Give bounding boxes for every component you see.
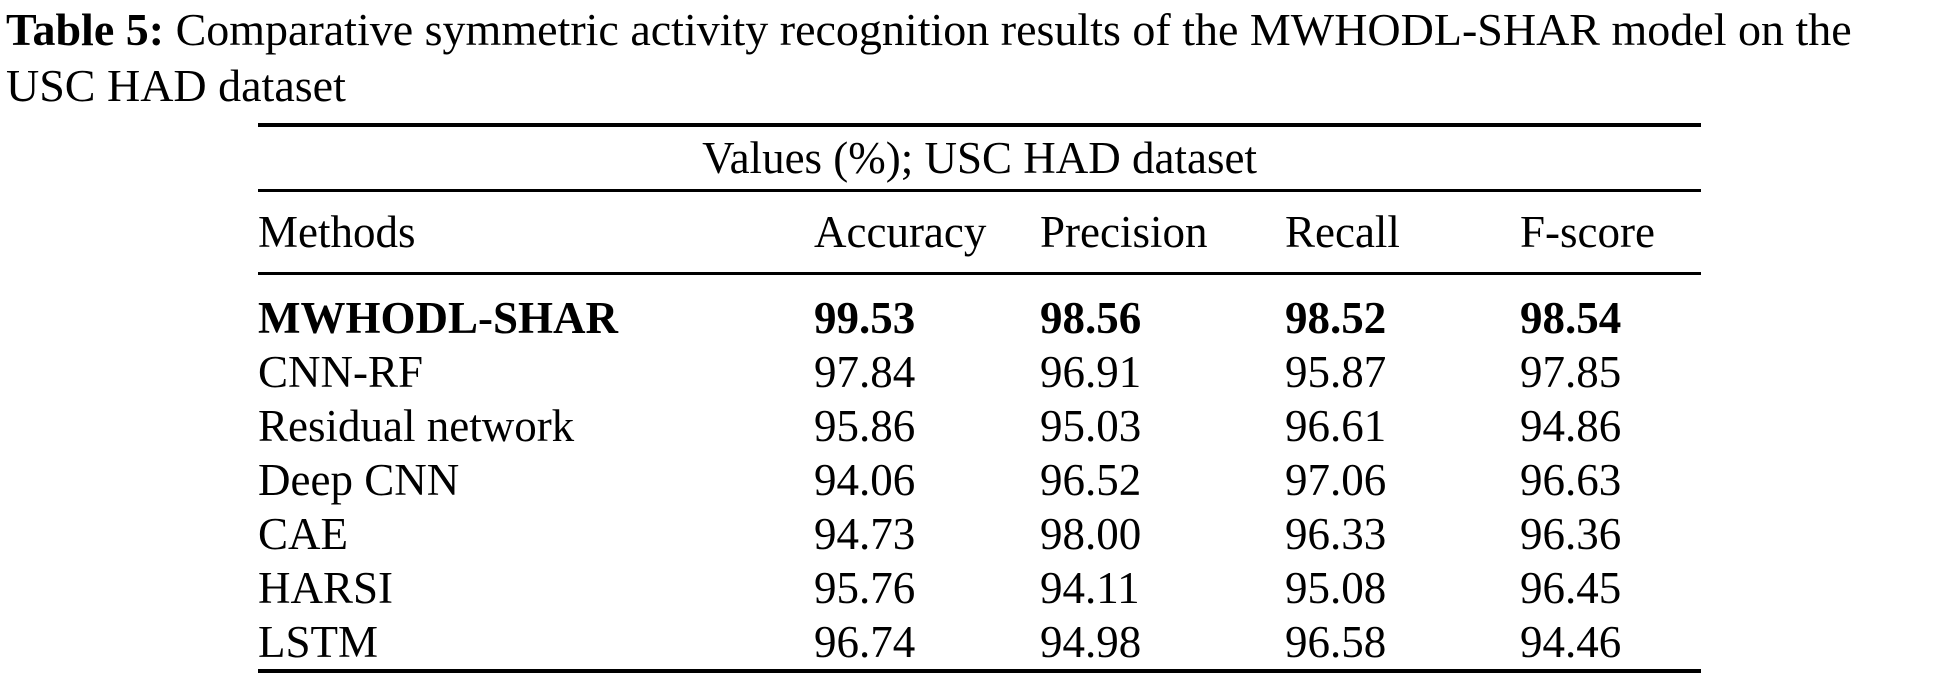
table-header-row: Methods Accuracy Precision Recall F-scor… <box>258 190 1702 275</box>
method-cell: CNN-RF <box>258 347 424 397</box>
method-cell: Residual network <box>258 401 575 451</box>
accuracy-cell: 94.73 <box>814 509 916 559</box>
table-row-lstm: LSTM 96.74 94.98 96.58 94.46 <box>258 615 1702 673</box>
precision-cell: 96.52 <box>1040 455 1142 505</box>
recall-cell: 96.33 <box>1285 509 1387 559</box>
recall-cell: 96.61 <box>1285 401 1387 451</box>
precision-cell: 95.03 <box>1040 401 1142 451</box>
accuracy-cell: 96.74 <box>814 615 1040 673</box>
results-table: Values (%); USC HAD dataset Methods Accu… <box>258 123 1702 673</box>
table-caption: Table 5: Comparative symmetric activity … <box>6 2 1950 114</box>
accuracy-cell: 97.84 <box>814 347 916 397</box>
method-cell: HARSI <box>258 563 394 613</box>
accuracy-cell: 95.86 <box>814 401 916 451</box>
caption-label: Table 5: <box>6 4 165 55</box>
fscore-cell: 96.45 <box>1520 563 1622 613</box>
caption-line-1: Table 5: Comparative symmetric activity … <box>6 2 1950 58</box>
fscore-cell: 98.54 <box>1520 293 1622 343</box>
table-row-cae: CAE 94.73 98.00 96.33 96.36 <box>258 507 1701 561</box>
recall-cell: 97.06 <box>1285 455 1387 505</box>
results-table-container: Values (%); USC HAD dataset Methods Accu… <box>258 123 1702 673</box>
accuracy-cell: 99.53 <box>814 293 916 343</box>
precision-cell: 98.00 <box>1040 509 1142 559</box>
table-row-residual-network: Residual network 95.86 95.03 96.61 94.86 <box>258 399 1701 453</box>
recall-cell: 96.58 <box>1285 615 1520 673</box>
table-span-header: Values (%); USC HAD dataset <box>258 123 1702 192</box>
precision-cell: 98.56 <box>1040 293 1142 343</box>
table-row-cnn-rf: CNN-RF 97.84 96.91 95.87 97.85 <box>258 345 1701 399</box>
caption-line-2: USC HAD dataset <box>6 60 346 111</box>
precision-cell: 94.11 <box>1040 563 1140 613</box>
table-span-header-row: Values (%); USC HAD dataset <box>258 123 1702 192</box>
method-cell: Deep CNN <box>258 455 460 505</box>
method-cell: MWHODL-SHAR <box>258 293 618 343</box>
accuracy-cell: 94.06 <box>814 455 916 505</box>
accuracy-cell: 95.76 <box>814 563 916 613</box>
method-cell: LSTM <box>258 615 814 673</box>
recall-cell: 98.52 <box>1285 293 1387 343</box>
fscore-cell: 96.63 <box>1520 455 1622 505</box>
table-row-deep-cnn: Deep CNN 94.06 96.52 97.06 96.63 <box>258 453 1701 507</box>
method-cell: CAE <box>258 509 348 559</box>
recall-cell: 95.87 <box>1285 347 1387 397</box>
column-header-methods: Methods <box>258 190 814 275</box>
fscore-cell: 96.36 <box>1520 509 1622 559</box>
column-header-fscore: F-score <box>1520 190 1702 275</box>
table-row-mwhodl-shar: MWHODL-SHAR 99.53 98.56 98.52 98.54 <box>258 274 1701 346</box>
precision-cell: 94.98 <box>1040 615 1285 673</box>
recall-cell: 95.08 <box>1285 563 1387 613</box>
column-header-recall: Recall <box>1285 190 1520 275</box>
fscore-cell: 94.46 <box>1520 615 1702 673</box>
table-row-harsi: HARSI 95.76 94.11 95.08 96.45 <box>258 561 1701 615</box>
caption-text: Comparative symmetric activity recogniti… <box>164 4 1852 55</box>
fscore-cell: 94.86 <box>1520 401 1622 451</box>
column-header-precision: Precision <box>1040 190 1285 275</box>
fscore-cell: 97.85 <box>1520 347 1622 397</box>
precision-cell: 96.91 <box>1040 347 1142 397</box>
column-header-accuracy: Accuracy <box>814 190 1040 275</box>
